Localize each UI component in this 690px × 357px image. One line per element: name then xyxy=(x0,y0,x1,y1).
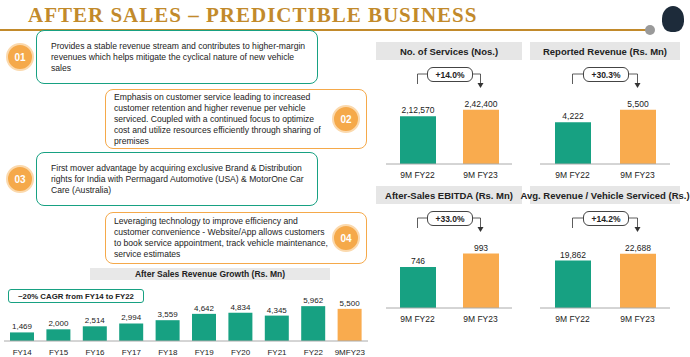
svg-text:5,500: 5,500 xyxy=(627,99,649,109)
svg-text:9M FY23: 9M FY23 xyxy=(463,314,498,324)
svg-text:4,345: 4,345 xyxy=(267,306,288,315)
svg-text:FY19: FY19 xyxy=(195,348,215,357)
html-text:Emphasis on customer service l: Emphasis on customer service leading to … xyxy=(114,91,321,146)
svg-text:9M FY23: 9M FY23 xyxy=(620,170,655,180)
svg-text:746: 746 xyxy=(411,256,425,266)
svg-text:9MFY23: 9MFY23 xyxy=(335,348,366,357)
svg-text:FY21: FY21 xyxy=(267,348,287,357)
svg-text:19,862: 19,862 xyxy=(560,250,586,260)
svg-text:2,12,570: 2,12,570 xyxy=(401,105,434,115)
html-text:No. of Services (Nos.): No. of Services (Nos.) xyxy=(399,45,499,57)
svg-text:FY15: FY15 xyxy=(49,348,69,357)
html-text:+14.2%: +14.2% xyxy=(591,213,621,224)
svg-text:9M FY22: 9M FY22 xyxy=(400,314,435,324)
svg-text:4,834: 4,834 xyxy=(230,303,251,312)
svg-text:9M FY22: 9M FY22 xyxy=(400,170,435,180)
svg-text:5,500: 5,500 xyxy=(340,299,361,308)
svg-text:9M FY22: 9M FY22 xyxy=(555,170,590,180)
svg-text:2,42,400: 2,42,400 xyxy=(464,99,497,109)
svg-text:993: 993 xyxy=(474,243,488,253)
html-text:01: 01 xyxy=(14,51,26,63)
svg-text:9M FY22: 9M FY22 xyxy=(555,314,590,324)
svg-text:FY20: FY20 xyxy=(231,348,251,357)
html-text:Reported Revenue (Rs. Mn): Reported Revenue (Rs. Mn) xyxy=(543,45,667,57)
svg-text:FY14: FY14 xyxy=(13,348,33,357)
html-text:~20% CAGR from FY14 to FY22: ~20% CAGR from FY14 to FY22 xyxy=(18,291,134,301)
svg-text:FY22: FY22 xyxy=(304,348,324,357)
svg-text:1,469: 1,469 xyxy=(12,322,33,331)
svg-text:3,559: 3,559 xyxy=(158,310,179,319)
svg-text:2,514: 2,514 xyxy=(85,316,106,325)
svg-text:FY18: FY18 xyxy=(158,348,178,357)
html-text:After Sales Revenue Growth (Rs: After Sales Revenue Growth (Rs. Mn) xyxy=(134,269,286,279)
html-text:02: 02 xyxy=(340,113,352,125)
svg-text:FY16: FY16 xyxy=(85,348,105,357)
svg-text:2,000: 2,000 xyxy=(48,319,69,328)
html-text:04: 04 xyxy=(340,232,352,244)
svg-text:4,222: 4,222 xyxy=(562,111,584,121)
html-text:After-Sales EBITDA (Rs. Mn): After-Sales EBITDA (Rs. Mn) xyxy=(385,189,513,201)
svg-text:9M FY23: 9M FY23 xyxy=(620,314,655,324)
svg-text:22,688: 22,688 xyxy=(625,243,651,253)
html-text:Provides a stable revenue stre: Provides a stable revenue stream and con… xyxy=(51,40,306,73)
svg-text:4,642: 4,642 xyxy=(194,304,215,313)
svg-text:9M FY23: 9M FY23 xyxy=(463,170,498,180)
svg-text:2,994: 2,994 xyxy=(121,313,142,322)
svg-text:FY17: FY17 xyxy=(122,348,142,357)
html-text:+14.0%: +14.0% xyxy=(435,69,465,80)
html-text:03: 03 xyxy=(14,173,26,185)
html-text:First mover advantage by acqui: First mover advantage by acquiring exclu… xyxy=(51,162,304,195)
html-text:+33.0%: +33.0% xyxy=(435,213,465,224)
html-text:+30.3%: +30.3% xyxy=(591,69,621,80)
svg-text:5,962: 5,962 xyxy=(303,296,324,305)
html-text:AFTER SALES – PREDICTIBLE BUSI: AFTER SALES – PREDICTIBLE BUSINESS xyxy=(28,3,478,27)
html-text:Avg. Revenue / Vehicle Service: Avg. Revenue / Vehicle Serviced (Rs.) xyxy=(520,189,690,201)
html-text:Leveraging technology to impro: Leveraging technology to improve efficie… xyxy=(114,216,328,259)
